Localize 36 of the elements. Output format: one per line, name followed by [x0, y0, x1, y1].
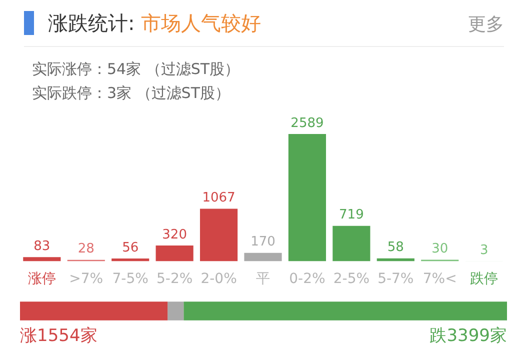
x-tick-label: 2-5%: [333, 271, 370, 288]
data-label: 83: [34, 238, 50, 254]
bar: [332, 226, 370, 262]
bar: [156, 245, 194, 262]
data-label: 1067: [202, 190, 236, 206]
x-tick-label: 2-0%: [200, 271, 237, 288]
text: 跌3399家: [430, 325, 507, 347]
data-label: 170: [250, 234, 276, 250]
x-tick-label: 5-2%: [156, 271, 193, 288]
bar: [112, 258, 150, 262]
bar: [23, 257, 61, 262]
bar: [288, 134, 326, 262]
x-tick-label: 7%<: [422, 271, 457, 288]
x-tick-label: 5-7%: [378, 271, 414, 288]
text: 涨1554家: [20, 325, 98, 347]
data-label: 30: [432, 242, 448, 257]
x-tick-label: 平: [256, 271, 270, 288]
chart-subtitle: 市场人气较好: [141, 11, 262, 35]
data-label: 28: [78, 242, 94, 257]
data-label: 719: [339, 208, 364, 223]
x-tick-label: >7%: [69, 271, 104, 288]
data-label: 58: [387, 240, 404, 256]
chart-title: 涨跌统计:: [48, 11, 135, 35]
text: 实际涨停：54家 （过滤ST股）: [32, 60, 240, 79]
x-tick-label: 0-2%: [289, 271, 326, 288]
x-tick-label: 7-5%: [112, 271, 148, 288]
text: 更多: [468, 13, 504, 36]
data-label: 3: [480, 242, 488, 258]
bar: [244, 252, 282, 262]
x-tick-label: 跌停: [470, 271, 498, 288]
x-tick-label: 涨停: [28, 271, 56, 288]
data-label: 320: [162, 227, 187, 242]
data-label: 2589: [290, 116, 324, 131]
data-label: 56: [122, 240, 139, 256]
bar: [200, 208, 238, 262]
text: 实际跌停：3家 （过滤ST股）: [32, 84, 230, 103]
